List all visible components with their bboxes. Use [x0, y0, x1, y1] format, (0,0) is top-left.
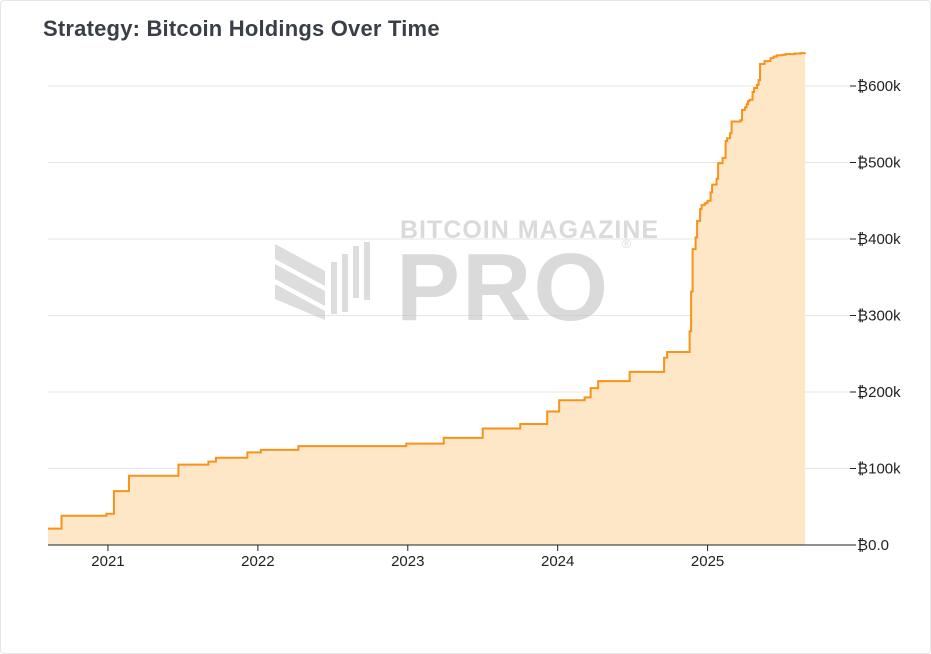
y-tick-label: ₿200k [857, 384, 901, 401]
x-axis: 2021 2022 2023 2024 2025 [91, 545, 724, 570]
holdings-area [48, 52, 806, 545]
watermark-logo-icon [275, 242, 370, 320]
x-tick-label: 2024 [541, 553, 574, 570]
x-tick-label: 2025 [691, 553, 724, 570]
chart-title: Strategy: Bitcoin Holdings Over Time [43, 16, 440, 41]
holdings-line [48, 52, 807, 530]
y-axis: ₿0.0 ₿100k ₿200k ₿300k ₿400k ₿500k ₿600k [850, 78, 901, 554]
x-tick-label: 2022 [241, 553, 274, 570]
y-tick-label: ₿500k [857, 155, 901, 172]
y-tick-label: ₿300k [857, 308, 901, 325]
watermark-line1: BITCOIN MAGAZINE [400, 216, 659, 244]
x-tick-label: 2021 [91, 553, 124, 570]
watermark: BITCOIN MAGAZINE PRO ® [275, 216, 659, 341]
y-tick-label: ₿100k [857, 461, 901, 478]
y-tick-label: ₿0.0 [857, 537, 889, 554]
y-tick-label: ₿400k [857, 231, 901, 248]
watermark-line2: PRO [396, 234, 610, 341]
x-tick-label: 2023 [391, 553, 424, 570]
watermark-mark: ® [622, 237, 631, 251]
y-tick-label: ₿600k [857, 78, 901, 95]
